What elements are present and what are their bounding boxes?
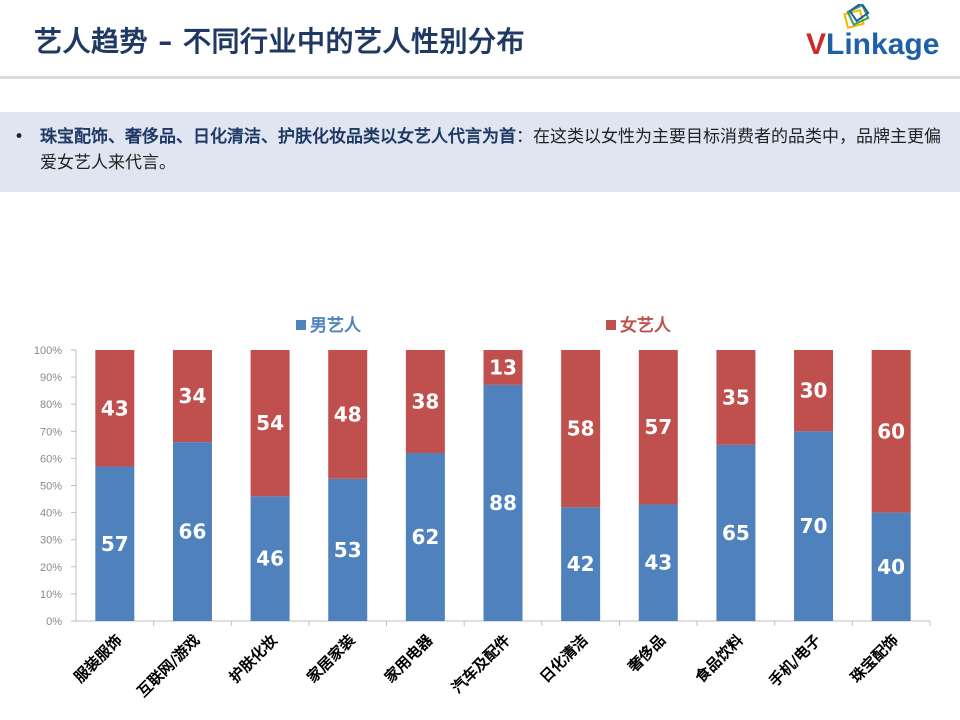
category-label: 护肤化妆 — [226, 631, 281, 686]
bullet: • — [14, 127, 25, 147]
category-label: 日化清洁 — [536, 631, 591, 686]
data-label-female: 30 — [800, 379, 828, 403]
bar-male — [794, 431, 834, 621]
bar-female — [561, 350, 601, 508]
category-label: 互联网/游戏 — [134, 631, 204, 701]
logo-frames-icon — [843, 4, 870, 30]
category-label: 家用电器 — [381, 630, 437, 686]
bar-male — [328, 478, 368, 621]
category-label: 汽车及配件 — [448, 631, 514, 697]
bar-female — [95, 350, 135, 467]
bar-male — [638, 504, 678, 621]
data-label-male: 88 — [489, 491, 517, 515]
data-label-male: 42 — [567, 552, 595, 576]
y-tick-label: 100% — [34, 345, 62, 357]
callout-rest: ：在这类以女性为主要目标消费者的品类中，品牌主更偏爱女艺人来代言。 — [40, 127, 941, 173]
y-tick-label: 70% — [40, 426, 62, 438]
page-title: 艺人趋势 – 不同行业中的艺人性别分布 — [34, 25, 525, 58]
callout-text: • 珠宝配饰、奢侈品、日化清洁、护肤化妆品类以女艺人代言为首：在这类以女性为主要目… — [14, 124, 945, 176]
bar-male — [172, 442, 212, 621]
data-label-male: 66 — [179, 520, 207, 544]
data-label-male: 70 — [800, 514, 828, 538]
bar-male — [250, 496, 290, 621]
legend-label: 男艺人 — [310, 315, 362, 336]
logo-text: VLinkage — [806, 28, 940, 61]
category-label: 手机/电子 — [765, 631, 824, 690]
bar-female — [405, 350, 445, 453]
data-label-male: 43 — [644, 551, 672, 575]
y-tick-label: 60% — [40, 453, 62, 465]
y-tick-label: 10% — [40, 589, 62, 601]
data-label-female: 35 — [722, 385, 750, 409]
y-tick-label: 50% — [40, 481, 62, 493]
category-label: 服装服饰 — [70, 631, 125, 686]
callout-bold: 珠宝配饰、奢侈品、日化清洁、护肤化妆品类以女艺人代言为首 — [40, 127, 516, 147]
data-label-female: 60 — [877, 419, 905, 443]
bar-female — [328, 350, 368, 479]
data-label-female: 58 — [567, 417, 595, 441]
bar-female — [250, 350, 290, 497]
legend-label: 女艺人 — [620, 315, 672, 336]
category-label: 家居家装 — [303, 630, 359, 686]
y-tick-label: 20% — [40, 562, 62, 574]
data-label-female: 57 — [644, 415, 672, 439]
bar-female — [172, 350, 212, 443]
data-label-female: 34 — [179, 384, 207, 408]
legend-swatch — [606, 320, 616, 330]
data-label-male: 40 — [877, 555, 905, 579]
bar-female — [871, 350, 911, 513]
y-tick-label: 0% — [46, 616, 62, 628]
data-label-female: 38 — [411, 389, 439, 413]
bar-female — [638, 350, 678, 505]
bar-male — [483, 384, 523, 621]
data-label-female: 43 — [101, 396, 129, 420]
vlinkage-logo: VLinkage — [802, 4, 952, 64]
y-tick-label: 30% — [40, 535, 62, 547]
data-label-male: 57 — [101, 532, 129, 556]
bar-male — [561, 507, 601, 621]
bar-female — [794, 350, 834, 432]
bar-male — [871, 512, 911, 621]
data-label-male: 65 — [722, 521, 750, 545]
bar-female — [483, 350, 523, 385]
data-label-male: 46 — [256, 547, 284, 571]
bar-female — [716, 350, 756, 445]
bar-male — [405, 452, 445, 621]
data-label-female: 54 — [256, 411, 284, 435]
data-label-female: 13 — [489, 355, 517, 379]
category-label: 珠宝配饰 — [847, 631, 902, 686]
data-label-male: 53 — [334, 538, 362, 562]
category-label: 奢侈品 — [624, 631, 669, 676]
category-label: 食品饮料 — [692, 631, 747, 686]
title-divider — [0, 76, 960, 79]
y-tick-label: 80% — [40, 399, 62, 411]
callout-box: • 珠宝配饰、奢侈品、日化清洁、护肤化妆品类以女艺人代言为首：在这类以女性为主要目… — [0, 112, 960, 192]
bar-male — [716, 444, 756, 621]
data-label-female: 48 — [334, 402, 362, 426]
legend-swatch — [296, 320, 306, 330]
y-tick-label: 40% — [40, 508, 62, 520]
data-label-male: 62 — [411, 525, 439, 549]
y-tick-label: 90% — [40, 372, 62, 384]
bar-male — [95, 466, 135, 621]
